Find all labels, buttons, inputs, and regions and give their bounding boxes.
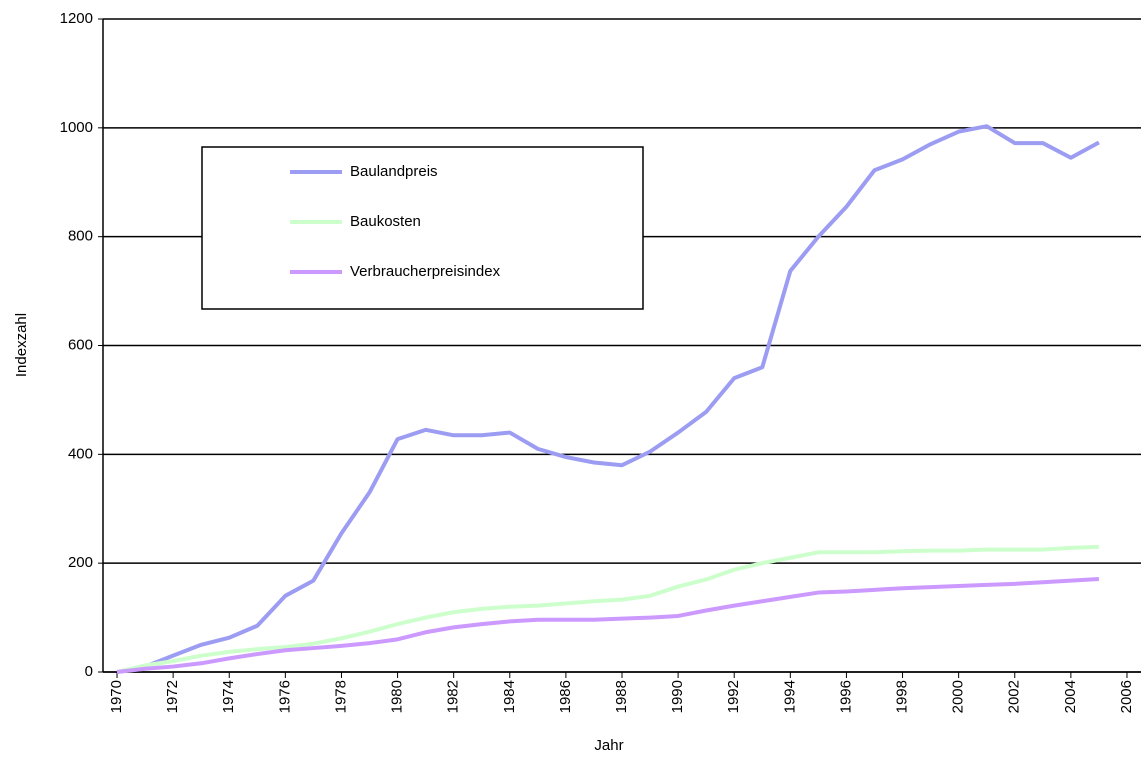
x-tick-label: 2000 [950, 680, 967, 713]
data-line [116, 124, 1100, 674]
legend-label: Verbraucherpreisindex [350, 263, 501, 280]
y-tick-label: 800 [68, 228, 93, 245]
x-tick-label: 1974 [220, 680, 237, 713]
x-tick-label: 1984 [501, 680, 518, 713]
y-axis-label: Indexzahl [13, 313, 30, 377]
y-tick-label: 1200 [60, 10, 93, 27]
legend-label: Baukosten [350, 213, 421, 230]
x-tick-label: 1990 [669, 680, 686, 713]
y-tick-label: 600 [68, 336, 93, 353]
x-tick-label: 1994 [781, 680, 798, 713]
x-tick-label: 1998 [894, 680, 911, 713]
y-tick-label: 1000 [60, 119, 93, 136]
data-line [116, 576, 1100, 674]
x-tick-label: 2006 [1118, 680, 1135, 713]
x-tick-label: 1976 [276, 680, 293, 713]
data-line [116, 544, 1099, 674]
x-tick-label: 1988 [613, 680, 630, 713]
x-tick-label: 1970 [108, 680, 125, 713]
x-tick-label: 1992 [725, 680, 742, 713]
legend-label: Baulandpreis [350, 163, 438, 180]
x-axis-label: Jahr [594, 737, 623, 754]
y-tick-label: 0 [85, 663, 93, 680]
y-tick-label: 200 [68, 554, 93, 571]
x-tick-label: 1972 [164, 680, 181, 713]
x-tick-label: 1978 [332, 680, 349, 713]
x-tick-label: 2002 [1006, 680, 1023, 713]
x-tick-label: 1980 [389, 680, 406, 713]
x-tick-label: 1982 [445, 680, 462, 713]
y-tick-label: 400 [68, 445, 93, 462]
legend-box [201, 146, 644, 310]
x-tick-label: 1986 [557, 680, 574, 713]
x-tick-label: 1996 [837, 680, 854, 713]
x-tick-label: 2004 [1062, 680, 1079, 713]
